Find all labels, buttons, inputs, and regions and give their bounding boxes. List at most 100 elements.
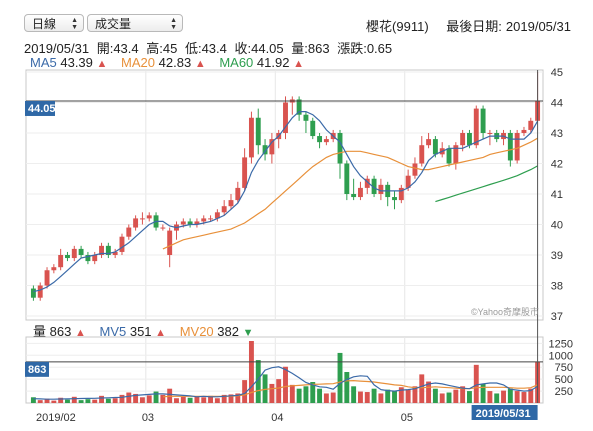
candle-body (146, 215, 152, 219)
volume-bar (92, 399, 98, 403)
candle-body (344, 163, 350, 194)
up-triangle-icon: ▲ (293, 58, 304, 70)
candle (119, 233, 125, 255)
candle (344, 160, 350, 201)
candle (167, 227, 173, 268)
legend-ma5-name: MA5 (30, 55, 57, 70)
current-volume-badge (25, 361, 49, 377)
up-triangle-icon: ▲ (74, 327, 86, 339)
legend-volume-label: 量 (33, 324, 47, 339)
candle (398, 184, 404, 204)
x-tick-label: 2019/02 (36, 412, 76, 424)
ma20-line (162, 137, 538, 250)
candle (507, 129, 513, 167)
header-info: 櫻花(9911) 最後日期: 2019/05/31 (358, 16, 571, 35)
candle (194, 218, 200, 228)
volume-bar (528, 388, 534, 403)
candle-body (30, 288, 36, 298)
last-date-label: 最後日期: (446, 19, 502, 34)
volume-bar (419, 374, 425, 403)
candle (269, 133, 275, 164)
legend-ma20-value: 42.83 (158, 55, 192, 70)
volume-bar (65, 399, 70, 403)
volume-bar (453, 389, 459, 403)
price-tick-label: 41 (551, 189, 563, 201)
candle-body (419, 145, 425, 164)
candle (214, 209, 220, 222)
ohlc-line: 2019/05/31 開:43.4 高:45 低:43.4 收:44.05 量:… (24, 38, 396, 57)
volume-bar (310, 382, 316, 403)
volume-bar (514, 391, 520, 403)
x-tick-label: 05 (401, 412, 413, 424)
volume-bar (385, 389, 391, 403)
candle-body (65, 255, 70, 259)
volume-bar (112, 398, 118, 403)
mv5-line (33, 366, 538, 400)
period-select[interactable]: 日線 ▲ ▼ (24, 14, 84, 32)
volume-bar (392, 391, 397, 403)
volume-tick-label: 250 (555, 386, 573, 398)
volume-bar (344, 372, 350, 403)
legend-volume: 量 863 ▲ (33, 324, 86, 339)
candle-body (248, 117, 254, 158)
candle-body (242, 157, 248, 188)
candle-body (405, 175, 411, 188)
candle (487, 129, 493, 146)
candle (521, 126, 527, 137)
candle (283, 96, 288, 140)
period-select-value: 日線 (32, 17, 57, 31)
ma-legend: MA5 43.39 ▲ MA20 42.83 ▲ MA60 41.92 ▲ (30, 55, 314, 70)
legend-ma5-value: 43.39 (60, 55, 93, 70)
volume-bar (160, 394, 166, 403)
volume-bar (494, 393, 500, 403)
volume-bar (228, 394, 234, 403)
ohlc-open: 開:43.4 (96, 41, 139, 56)
candle (262, 139, 268, 161)
candle (105, 242, 111, 259)
candle-body (37, 285, 43, 298)
volume-bar (405, 389, 411, 403)
candle (392, 190, 397, 210)
volume-bar (30, 397, 36, 403)
volume-bar (262, 374, 268, 403)
candle (99, 242, 104, 259)
candle (419, 136, 425, 167)
candle-body (112, 251, 118, 255)
candle (317, 133, 323, 149)
candle (514, 129, 520, 164)
x-tick-label: 04 (271, 412, 283, 424)
volume-bar (180, 396, 186, 403)
volume-bar (255, 360, 261, 403)
volume-bar (78, 400, 84, 403)
candle (228, 194, 234, 210)
candle (242, 148, 248, 191)
legend-mv20: MV20 382 ▼ (180, 324, 254, 339)
candle-body (507, 133, 513, 161)
candle-body (480, 108, 486, 133)
cursor-date-label: 2019/05/31 (476, 408, 531, 420)
candle-body (51, 267, 57, 271)
candle (85, 251, 91, 265)
candle-body (78, 248, 84, 255)
legend-mv20-value: 382 (217, 324, 239, 339)
candle-body (473, 108, 479, 146)
candle (528, 117, 534, 133)
candle-body (317, 136, 323, 143)
candle (37, 282, 43, 301)
volume-bar (323, 393, 329, 403)
stock-name: 櫻花(9911) (366, 19, 429, 34)
indicator-select[interactable]: 成交量 ▲ ▼ (87, 14, 183, 32)
candle-body (432, 139, 438, 155)
select-arrows-icon: ▲ ▼ (170, 17, 177, 31)
volume-bar (398, 387, 404, 403)
legend-ma60-name: MA60 (219, 55, 254, 70)
volume-bar (289, 384, 295, 403)
volume-bar (85, 399, 91, 403)
candle-body (214, 212, 220, 219)
candle-body (412, 163, 418, 176)
candle (426, 133, 432, 149)
volume-bar (174, 398, 179, 403)
candle (351, 178, 357, 201)
candle-body (364, 178, 370, 188)
